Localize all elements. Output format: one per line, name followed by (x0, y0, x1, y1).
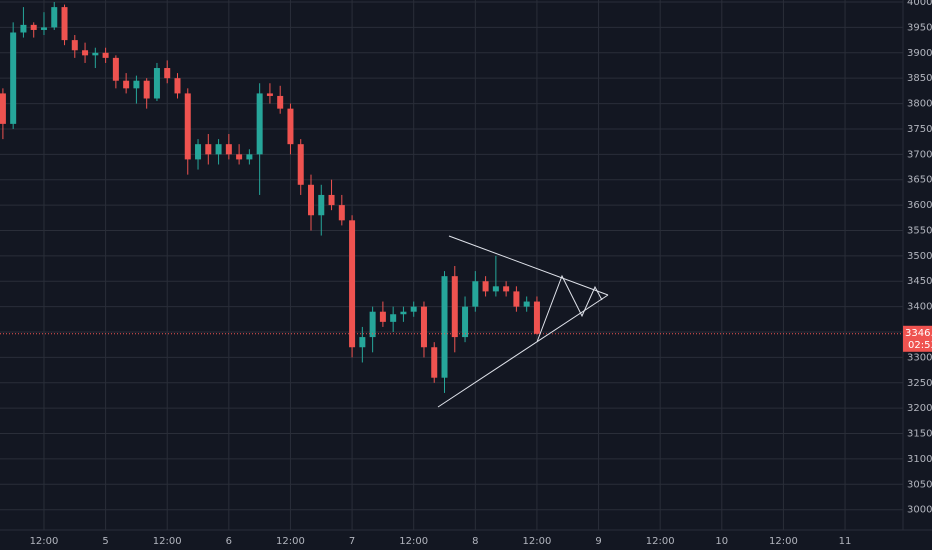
candle-body (451, 276, 458, 338)
candle-body (82, 50, 89, 56)
y-tick-label: 3950.0 (907, 22, 932, 33)
x-tick-label: 11 (839, 536, 852, 547)
candle-body (0, 93, 6, 124)
grid (0, 0, 903, 530)
candle-body (10, 32, 17, 124)
projection-path (536, 274, 603, 343)
candle-body (328, 194, 335, 206)
candle-body (123, 80, 130, 89)
candle-body (369, 311, 376, 338)
y-tick-label: 3050.0 (907, 479, 932, 490)
candle-body (400, 311, 407, 315)
x-tick-label: 12:00 (399, 536, 428, 547)
candle-body (30, 24, 37, 30)
y-tick-label: 3550.0 (907, 225, 932, 236)
x-tick-label: 8 (472, 536, 478, 547)
y-tick-label: 3200.0 (907, 403, 932, 414)
candle-body (236, 154, 243, 160)
triangle-drawing (437, 235, 609, 408)
candle-body (431, 347, 438, 378)
candle-body (143, 80, 150, 99)
x-tick-label: 12:00 (769, 536, 798, 547)
candle-body (205, 144, 212, 155)
x-tick-label: 10 (715, 536, 728, 547)
candle-body (153, 68, 160, 99)
x-tick-label: 5 (102, 536, 108, 547)
y-tick-label: 3800.0 (907, 99, 932, 110)
candle-body (184, 93, 191, 160)
y-tick-label: 3850.0 (907, 73, 932, 84)
candle-body (164, 68, 171, 79)
x-tick-label: 6 (226, 536, 232, 547)
candle-body (102, 52, 109, 58)
candle-body (482, 281, 489, 292)
candle-body (215, 144, 222, 155)
candle-body (441, 276, 448, 378)
candle-body (318, 194, 325, 216)
y-tick-label: 3400.0 (907, 302, 932, 313)
y-tick-label: 3450.0 (907, 276, 932, 287)
axes: 3000.0 3050.0 3100.0 3150.0 3200.0 3250.0 3300… (30, 0, 932, 547)
last-price-tag (903, 325, 932, 352)
candle-body (492, 286, 499, 292)
trend-line (448, 235, 609, 296)
candle-body (420, 306, 427, 348)
y-tick-label: 3650.0 (907, 175, 932, 186)
x-tick-label: 12:00 (153, 536, 182, 547)
x-tick-label: 12:00 (523, 536, 552, 547)
candle-body (195, 144, 202, 160)
candle-body (71, 40, 78, 51)
candle-body (51, 7, 58, 28)
candle-body (523, 301, 530, 307)
y-tick-label: 3150.0 (907, 429, 932, 440)
y-tick-label: 4000.0 (907, 0, 932, 8)
trend-line (437, 294, 609, 408)
y-tick-label: 3700.0 (907, 149, 932, 160)
y-tick-label: 3500.0 (907, 251, 932, 262)
candle-body (40, 27, 47, 30)
candle-body (533, 301, 540, 334)
candle-body (174, 78, 181, 94)
x-tick-label: 7 (349, 536, 355, 547)
y-tick-label: 3000.0 (907, 505, 932, 516)
candle-body (297, 144, 304, 185)
candle-body (462, 306, 469, 338)
candle-body (349, 220, 356, 348)
candle-body (112, 57, 119, 81)
x-tick-label: 12:00 (30, 536, 59, 547)
y-tick-label: 3750.0 (907, 124, 932, 135)
x-tick-label: 12:00 (276, 536, 305, 547)
x-tick-label: 12:00 (646, 536, 675, 547)
candle-body (225, 144, 232, 155)
candle-body (20, 24, 27, 33)
candle-body (133, 80, 140, 89)
candle-body (246, 154, 253, 160)
candle-body (338, 205, 345, 221)
candle-body (472, 281, 479, 307)
y-tick-label: 3600.0 (907, 200, 932, 211)
candle-body (390, 314, 397, 322)
y-tick-label: 3300.0 (907, 352, 932, 363)
y-tick-label: 3900.0 (907, 48, 932, 59)
candle-body (503, 286, 510, 292)
candle-body (287, 108, 294, 145)
y-tick-label: 3100.0 (907, 454, 932, 465)
last-price-label: 3346.5 (905, 328, 932, 339)
candle-body (277, 95, 284, 109)
candle-body (266, 93, 273, 96)
candles (0, 2, 903, 393)
candle-body (410, 306, 417, 312)
y-tick-label: 3250.0 (907, 378, 932, 389)
candle-body (359, 337, 366, 348)
x-tick-label: 9 (595, 536, 601, 547)
candle-body (513, 291, 520, 307)
countdown-label: 02:53 (908, 340, 932, 351)
candle-body (379, 311, 386, 322)
candle-body (308, 184, 314, 216)
candle-body (61, 7, 68, 41)
candle-body (92, 52, 99, 56)
candle-body (256, 93, 263, 155)
